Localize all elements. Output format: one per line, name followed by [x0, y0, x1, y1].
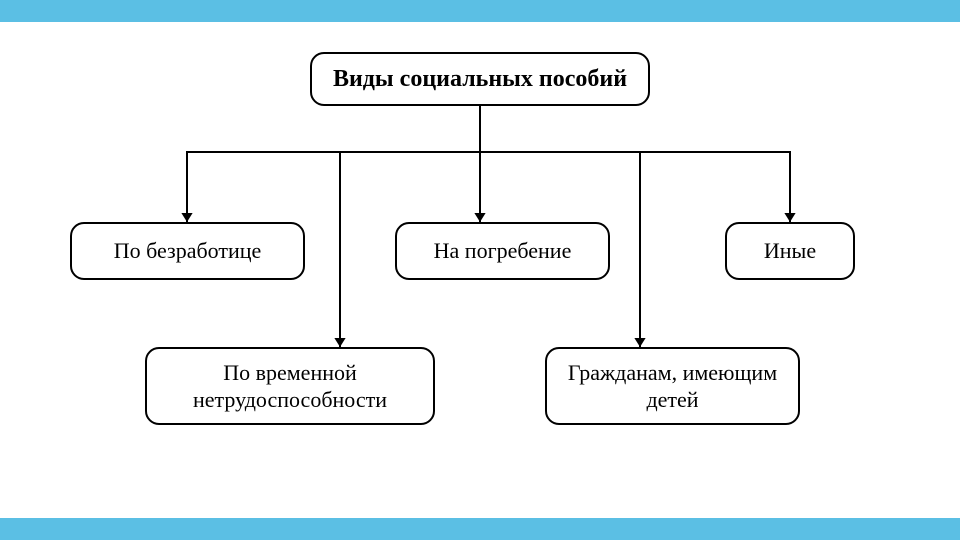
- child-node-burial: На погребение: [395, 222, 610, 280]
- child-node-unemployment: По безработице: [70, 222, 305, 280]
- child-label: По безработице: [114, 237, 262, 265]
- child-label: Гражданам, имеющим детей: [561, 359, 784, 414]
- root-node: Виды социальных пособий: [310, 52, 650, 106]
- child-label: Иные: [764, 237, 816, 265]
- root-label: Виды социальных пособий: [333, 64, 627, 94]
- child-label: По временной нетрудоспособности: [161, 359, 419, 414]
- child-node-children: Гражданам, имеющим детей: [545, 347, 800, 425]
- child-label: На погребение: [434, 237, 572, 265]
- diagram-canvas: Виды социальных пособий По безработице Н…: [0, 22, 960, 518]
- child-node-disability: По временной нетрудоспособности: [145, 347, 435, 425]
- child-node-other: Иные: [725, 222, 855, 280]
